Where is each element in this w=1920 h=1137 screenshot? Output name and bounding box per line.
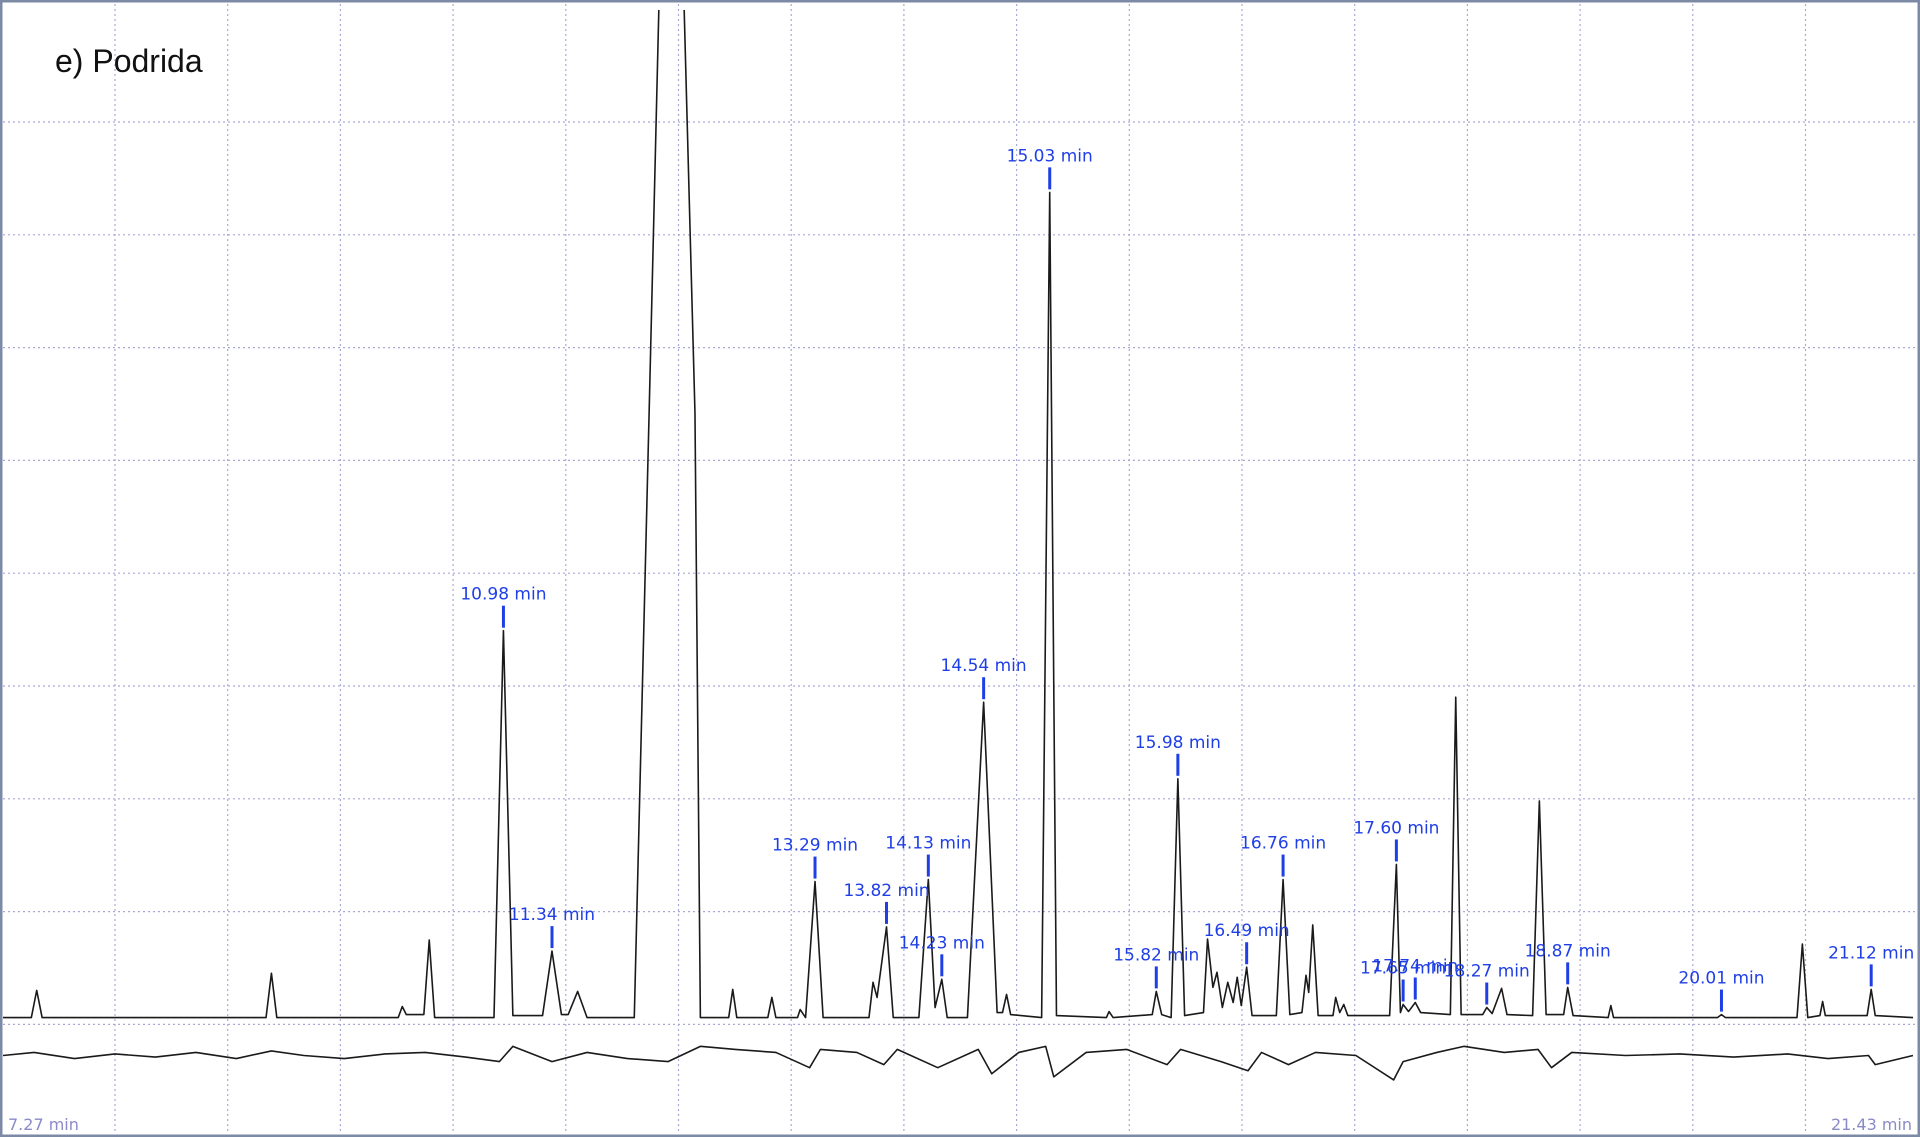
peak-label: 15.82 min	[1113, 945, 1199, 965]
peak-label: 16.76 min	[1240, 834, 1326, 854]
peak-label: 20.01 min	[1678, 969, 1764, 989]
peak-label: 15.03 min	[1007, 146, 1093, 166]
peak-label: 21.12 min	[1828, 943, 1914, 963]
peak-label: 18.87 min	[1525, 941, 1611, 961]
grid	[3, 4, 1916, 1134]
peak-label: 13.82 min	[843, 881, 929, 901]
peak-label: 14.13 min	[885, 834, 971, 854]
peak-label: 16.49 min	[1204, 921, 1290, 941]
peak-label: 17.60 min	[1353, 818, 1439, 838]
peak-label: 14.23 min	[899, 933, 985, 953]
x-tick-label: 21.43 min	[1831, 1115, 1912, 1134]
plot-area	[3, 10, 1914, 1081]
peak-label: 11.34 min	[509, 905, 595, 925]
peak-label: 17.74 min	[1372, 956, 1458, 976]
peak-label: 13.29 min	[772, 836, 858, 856]
peak-label: 14.54 min	[941, 656, 1027, 676]
peak-label: 18.27 min	[1444, 962, 1530, 982]
trace-line	[3, 1045, 1914, 1081]
peak-label: 10.98 min	[460, 585, 546, 605]
x-tick-label: 7.27 min	[8, 1115, 79, 1134]
peak-label: 17.65 min	[1360, 959, 1446, 979]
trace-line	[3, 10, 1914, 1019]
peak-label: 15.98 min	[1135, 733, 1221, 753]
chart-title: e) Podrida	[55, 43, 203, 79]
